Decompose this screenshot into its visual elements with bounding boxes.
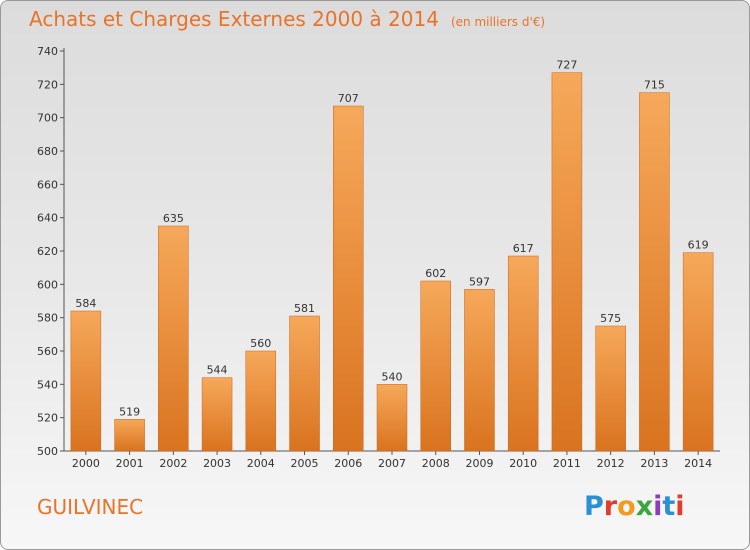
bar-2009 [464, 289, 495, 452]
x-tick-label-2000: 2000 [72, 457, 100, 470]
y-tick-label: 740 [37, 45, 58, 58]
logo-letter: i [675, 491, 685, 522]
x-tick-label-2012: 2012 [597, 457, 625, 470]
y-tick-label: 700 [37, 112, 58, 125]
logo-letter: r [603, 491, 618, 522]
bar-2002 [158, 225, 189, 452]
value-label-2007: 540 [382, 370, 403, 383]
chart-bars [70, 72, 714, 452]
value-label-2014: 619 [688, 239, 709, 252]
value-label-2000: 584 [75, 297, 96, 310]
bar-2011 [551, 72, 583, 452]
x-tick-label-2013: 2013 [640, 457, 668, 470]
bar-2001 [114, 419, 145, 452]
value-label-2001: 519 [119, 405, 140, 418]
bar-2008 [420, 280, 451, 452]
bar-2013 [639, 92, 670, 452]
x-tick-label-2008: 2008 [422, 457, 450, 470]
x-tick-label-2009: 2009 [465, 457, 493, 470]
value-label-2012: 575 [600, 312, 621, 325]
y-tick-label: 640 [37, 212, 58, 225]
city-name: GUILVINEC [37, 495, 144, 519]
x-tick-label-2006: 2006 [334, 457, 362, 470]
x-tick-label-2010: 2010 [509, 457, 537, 470]
x-tick-label-2007: 2007 [378, 457, 406, 470]
bar-2007 [376, 384, 408, 452]
bar-2014 [682, 252, 714, 452]
chart-labels: 2000 584 2001 519 2002 635 2003 544 2004 560 2005 5… [72, 59, 712, 470]
logo-letter: o [617, 491, 636, 522]
bar-2006 [333, 105, 364, 452]
y-tick-label: 660 [37, 178, 58, 191]
logo-letter: t [662, 491, 676, 522]
logo-letter: i [653, 491, 663, 522]
chart-unit: (en milliers d'€) [450, 15, 546, 29]
y-tick-label: 580 [37, 312, 58, 325]
y-tick-label: 520 [37, 412, 58, 425]
logo-letter: P [584, 491, 604, 522]
chart-title: Achats et Charges Externes 2000 à 2014 (e… [29, 7, 545, 31]
value-label-2011: 727 [556, 59, 577, 72]
bar-2005 [289, 315, 320, 452]
bar-2000 [70, 310, 102, 452]
x-tick-label-2011: 2011 [553, 457, 581, 470]
y-tick-label: 560 [37, 345, 58, 358]
y-tick-label: 680 [37, 145, 58, 158]
chart-axes: 500 520 540 560 580 600 620 640 660 680 700 720 740 [37, 45, 720, 458]
x-tick-label-2005: 2005 [291, 457, 319, 470]
value-label-2010: 617 [513, 242, 534, 255]
bar-2012 [595, 325, 626, 452]
x-tick-label-2001: 2001 [116, 457, 144, 470]
y-tick-label: 720 [37, 78, 58, 91]
y-tick-label: 600 [37, 278, 58, 291]
y-tick-label: 620 [37, 245, 58, 258]
value-label-2006: 707 [338, 92, 359, 105]
y-tick-label: 540 [37, 378, 58, 391]
value-label-2013: 715 [644, 79, 665, 92]
bar-2003 [201, 377, 233, 452]
value-label-2003: 544 [207, 364, 228, 377]
y-tick-label: 500 [37, 445, 58, 458]
bar-2004 [245, 350, 277, 452]
x-tick-label-2014: 2014 [684, 457, 712, 470]
value-label-2009: 597 [469, 275, 490, 288]
x-tick-label-2004: 2004 [247, 457, 275, 470]
x-tick-label-2002: 2002 [159, 457, 187, 470]
chart-title-text: Achats et Charges Externes 2000 à 2014 [29, 7, 439, 31]
proxiti-logo: Proxiti [584, 491, 685, 522]
bar-2010 [507, 255, 539, 452]
value-label-2002: 635 [163, 212, 184, 225]
value-label-2005: 581 [294, 302, 315, 315]
logo-letter: x [635, 491, 654, 522]
value-label-2004: 560 [250, 337, 271, 350]
x-tick-label-2003: 2003 [203, 457, 231, 470]
value-label-2008: 602 [425, 267, 446, 280]
